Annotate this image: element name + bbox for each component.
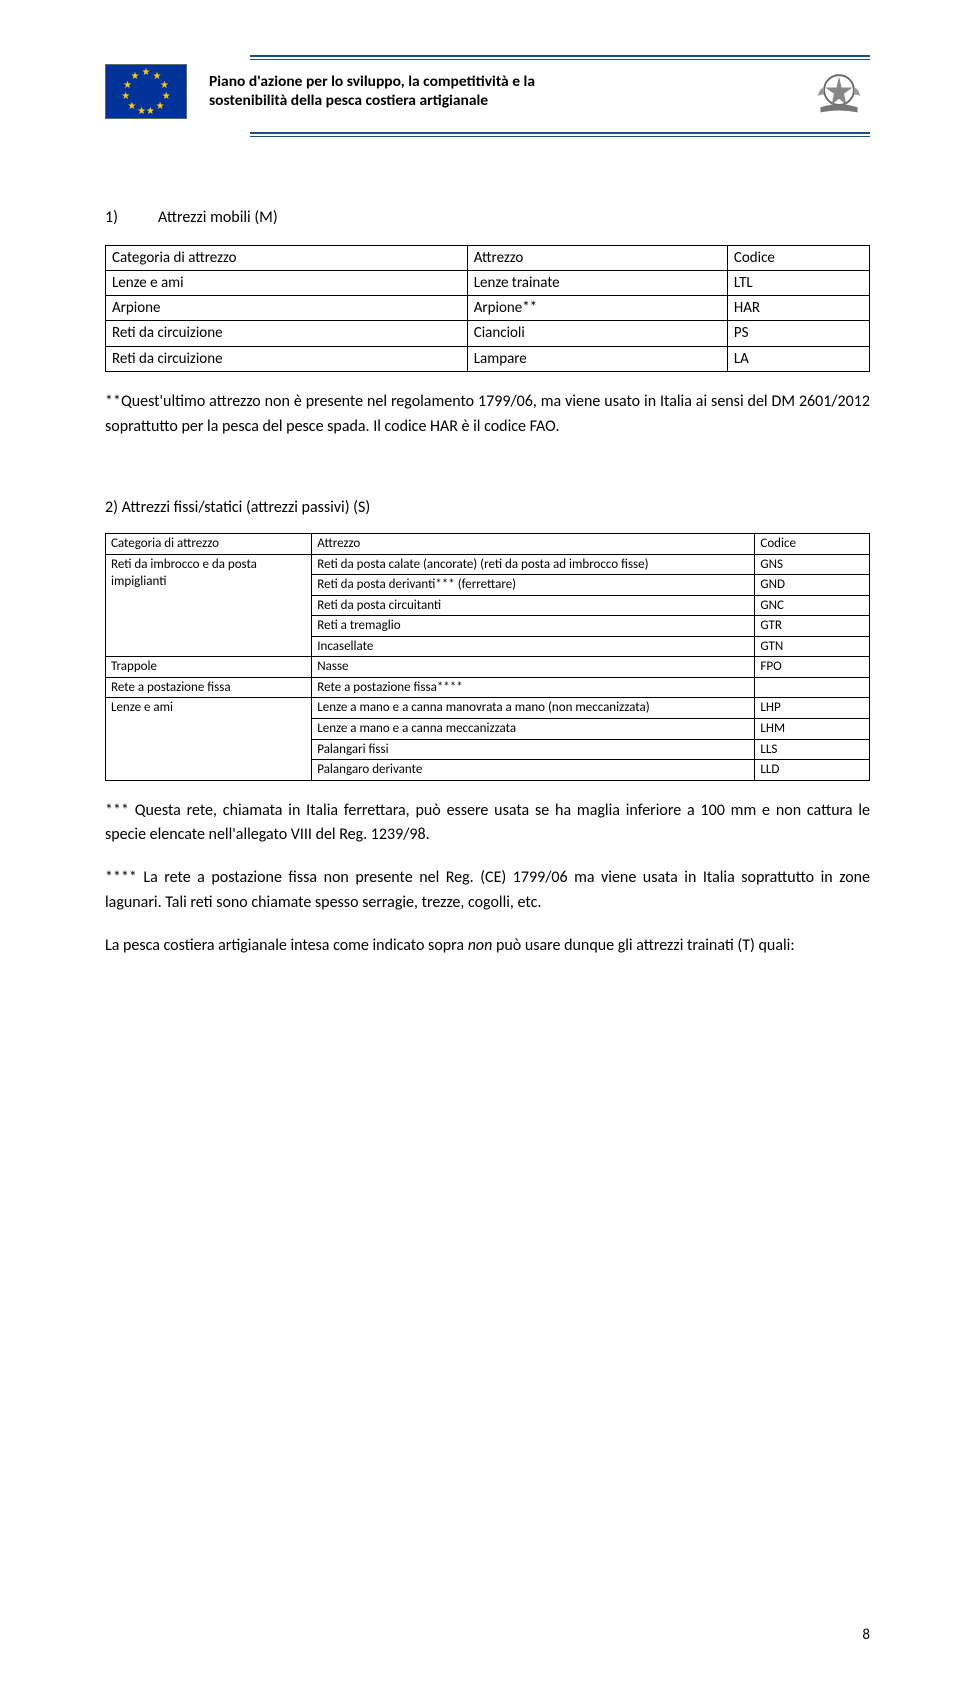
th-codice: Codice [755,534,870,555]
cell-cod: LTL [727,270,869,295]
th-categoria: Categoria di attrezzo [106,245,468,270]
cell-cod: LHP [755,698,870,719]
document-page: ★ ★ ★ ★ ★ ★ ★ ★ ★ ★ ★ ★ Piano d'azione p… [0,0,960,1690]
title-line-1: Piano d'azione per lo sviluppo, la compe… [209,72,535,91]
cell-att: Nasse [312,657,755,678]
section1-title: Attrezzi mobili (M) [158,208,278,227]
footnote-postazione-fissa: **** La rete a postazione fissa non pres… [105,866,870,916]
cell-att: Reti da posta calate (ancorate) (reti da… [312,554,755,575]
cell-att: Rete a postazione fissa**** [312,677,755,698]
th-categoria: Categoria di attrezzo [106,534,312,555]
cell-att: Lenze a mano e a canna manovrata a mano … [312,698,755,719]
table-attrezzi-fissi: Categoria di attrezzo Attrezzo Codice Re… [105,533,870,781]
cell-cod: LLD [755,760,870,781]
italy-emblem-icon [808,64,870,126]
cell-att: Palangari fissi [312,739,755,760]
text: La pesca costiera artigianale intesa com… [105,936,468,955]
cell-cat: Reti da imbrocco e da posta impiglianti [106,554,312,657]
cell-att: Arpione** [467,296,727,321]
table-row: Reti da circuizione Lampare LA [106,346,870,371]
footnote-ferrettara: *** Questa rete, chiamata in Italia ferr… [105,799,870,849]
eu-stars: ★ ★ ★ ★ ★ ★ ★ ★ ★ ★ ★ ★ [124,70,168,114]
cell-cat: Reti da circuizione [106,321,468,346]
cell-att: Ciancioli [467,321,727,346]
cell-cat: Lenze e ami [106,270,468,295]
section1-heading: 1) Attrezzi mobili (M) [105,207,870,229]
cell-att: Reti da posta circuitanti [312,595,755,616]
eu-flag-icon: ★ ★ ★ ★ ★ ★ ★ ★ ★ ★ ★ ★ [105,64,187,119]
table-row: Categoria di attrezzo Attrezzo Codice [106,245,870,270]
cell-cod: PS [727,321,869,346]
cell-att: Lenze trainate [467,270,727,295]
table-row: Rete a postazione fissa Rete a postazion… [106,677,870,698]
cell-cod: GNC [755,595,870,616]
th-attrezzo: Attrezzo [467,245,727,270]
cell-cod: GNS [755,554,870,575]
cell-cod: LLS [755,739,870,760]
th-codice: Codice [727,245,869,270]
cell-att: Reti da posta derivanti*** (ferrettare) [312,575,755,596]
title-line-2: sostenibilità della pesca costiera artig… [209,91,488,110]
header-rule-top [250,55,870,57]
para-trainati: La pesca costiera artigianale intesa com… [105,934,870,959]
cell-att: Lenze a mano e a canna meccanizzata [312,718,755,739]
table-row: Reti da imbrocco e da posta impiglianti … [106,554,870,575]
cell-cod: GND [755,575,870,596]
footnote-har: **Quest'ultimo attrezzo non è presente n… [105,390,870,440]
header-rule-top-thin [250,59,870,60]
section1-num: 1) [105,207,118,229]
cell-cod: GTN [755,636,870,657]
cell-att: Palangaro derivante [312,760,755,781]
text: può usare dunque gli attrezzi trainati (… [492,936,794,955]
cell-cod: LHM [755,718,870,739]
cell-att: Reti a tremaglio [312,616,755,637]
table-row: Lenze e ami Lenze trainate LTL [106,270,870,295]
th-attrezzo: Attrezzo [312,534,755,555]
table-row: Categoria di attrezzo Attrezzo Codice [106,534,870,555]
table-attrezzi-mobili: Categoria di attrezzo Attrezzo Codice Le… [105,245,870,372]
cell-cat: Reti da circuizione [106,346,468,371]
document-body: 1) Attrezzi mobili (M) Categoria di attre… [105,137,870,959]
section2-heading: 2) Attrezzi fissi/statici (attrezzi pass… [105,497,870,519]
cell-cod: GTR [755,616,870,637]
table-row: Lenze e ami Lenze a mano e a canna manov… [106,698,870,719]
cell-att: Lampare [467,346,727,371]
cell-cod: LA [727,346,869,371]
table-row: Reti da circuizione Ciancioli PS [106,321,870,346]
table-row: Arpione Arpione** HAR [106,296,870,321]
cell-cod [755,677,870,698]
page-number: 8 [862,1625,870,1645]
cell-cod: FPO [755,657,870,678]
cell-cat: Lenze e ami [106,698,312,780]
page-title: Piano d'azione per lo sviluppo, la compe… [209,64,786,111]
cell-att: Incasellate [312,636,755,657]
cell-cat: Trappole [106,657,312,678]
cell-cod: HAR [727,296,869,321]
table-row: Trappole Nasse FPO [106,657,870,678]
cell-cat: Rete a postazione fissa [106,677,312,698]
header-rule-bottom [250,132,870,134]
text-italic: non [468,936,493,955]
cell-cat: Arpione [106,296,468,321]
document-header: ★ ★ ★ ★ ★ ★ ★ ★ ★ ★ ★ ★ Piano d'azione p… [105,64,870,126]
